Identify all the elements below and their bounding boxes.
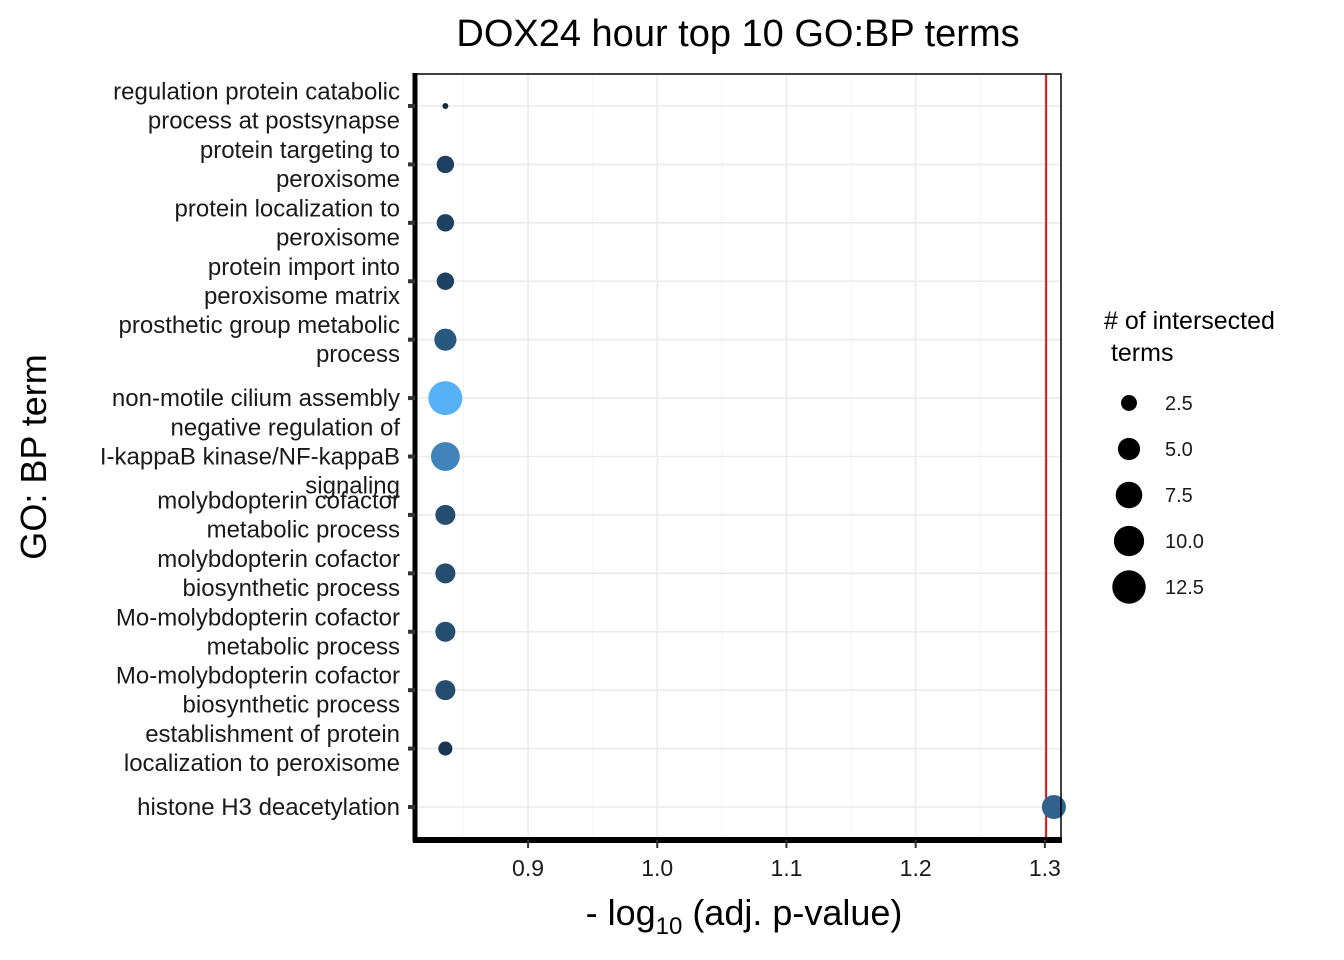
legend-title-line-1: # of intersected (1104, 307, 1275, 335)
y-tick-label-line: molybdopterin cofactor (157, 487, 400, 514)
data-point (436, 272, 455, 290)
y-tick-label-line: peroxisome (276, 166, 400, 193)
y-tick-label: protein targeting to peroxisome (200, 137, 400, 193)
y-tick-label-line: process (316, 341, 400, 368)
data-point (430, 442, 460, 471)
y-axis-title: GO: BP term (13, 354, 54, 559)
legend-items: 2.5 5.0 7.5 10.0 12.5 (1112, 393, 1204, 604)
data-points (428, 103, 1066, 820)
legend-size-label: 7.5 (1165, 485, 1193, 507)
legend-size-key (1115, 481, 1143, 509)
legend-title-line-2: terms (1104, 339, 1173, 367)
x-axis-title: - log10 (adj. p-value) (586, 892, 903, 940)
y-tick-label-line: peroxisome (276, 224, 400, 251)
chart-title: DOX24 hour top 10 GO:BP terms (456, 13, 1019, 55)
x-axis-title-suffix: (adj. p-value) (682, 892, 902, 933)
data-point (442, 103, 449, 109)
y-tick-label-line: metabolic process (207, 633, 400, 660)
y-tick-label-line: negative regulation of (171, 415, 401, 442)
y-tick-label-line: protein localization to (175, 195, 400, 222)
y-tick-label: molybdopterin cofactor metabolic process (157, 487, 400, 543)
x-axis-title-subscript: 10 (656, 913, 683, 940)
y-tick-label-line: metabolic process (207, 516, 400, 543)
y-tick-label-line: Mo-molybdopterin cofactor (116, 663, 400, 690)
y-tick-label: regulation protein catabolic process at p… (113, 79, 400, 135)
x-tick-label: 1.0 (641, 855, 673, 881)
y-tick-label-line: I-kappaB kinase/NF-kappaB (100, 444, 400, 471)
legend-size-key (1117, 437, 1141, 461)
data-point (435, 621, 456, 642)
y-tick-label-line: establishment of protein (145, 721, 400, 748)
y-tick-label: protein import into peroxisome matrix (204, 254, 400, 310)
y-tick-label-line: localization to peroxisome (124, 750, 400, 777)
y-tick-label: negative regulation of I-kappaB kinase/NF… (100, 415, 400, 500)
x-axis-title-prefix: - log (586, 892, 656, 933)
y-tick-label-line: molybdopterin cofactor (157, 546, 400, 573)
y-tick-label-line: peroxisome matrix (204, 283, 400, 310)
y-tick-label: establishment of protein localization to … (124, 721, 400, 777)
data-point (436, 155, 455, 174)
y-tick-label: Mo-molybdopterin cofactor metabolic proce… (116, 604, 400, 660)
x-tick-label: 1.3 (1029, 855, 1061, 881)
y-tick-label: molybdopterin cofactor biosynthetic proce… (157, 546, 400, 602)
data-point (435, 563, 456, 584)
data-point (435, 504, 456, 525)
y-tick-label-line: prosthetic group metabolic (119, 312, 400, 339)
legend-size-label: 5.0 (1165, 439, 1193, 461)
legend-size-label: 2.5 (1165, 393, 1193, 415)
y-tick-label: Mo-molybdopterin cofactor biosynthetic pr… (116, 663, 400, 719)
y-tick-label-line: regulation protein catabolic (113, 79, 400, 106)
y-tick-label-line: histone H3 deacetylation (137, 794, 400, 821)
legend-size-key (1112, 570, 1146, 604)
legend-title: # of intersected terms (1104, 307, 1282, 367)
y-tick-label-line: Mo-molybdopterin cofactor (116, 604, 400, 631)
legend-size-label: 12.5 (1165, 577, 1204, 599)
y-tick-label-line: protein import into (208, 254, 400, 281)
y-tick-label-line: process at postsynapse (148, 108, 400, 135)
data-point (435, 680, 456, 701)
legend-size-key (1121, 395, 1137, 411)
data-point (428, 381, 463, 416)
data-point (434, 328, 457, 351)
y-tick-label-line: biosynthetic process (183, 575, 400, 602)
y-tick-label-line: non-motile cilium assembly (112, 385, 400, 412)
y-tick-label: protein localization to peroxisome (175, 195, 400, 251)
data-point (436, 214, 455, 232)
x-axis-ticks: 0.9 1.0 1.1 1.2 1.3 (512, 840, 1061, 881)
y-tick-label-line: signaling (305, 473, 400, 500)
size-legend: # of intersected terms 2.5 5.0 7.5 10.0 12.5 (1104, 307, 1282, 604)
x-tick-label: 1.1 (770, 855, 802, 881)
y-axis-ticks: regulation protein catabolic process at p… (100, 79, 415, 821)
legend-size-label: 10.0 (1165, 531, 1204, 553)
data-point (438, 741, 453, 756)
major-gridlines (415, 74, 1061, 840)
x-tick-label: 1.2 (900, 855, 932, 881)
y-tick-label-line: protein targeting to (200, 137, 400, 164)
y-tick-label: prosthetic group metabolic process (119, 312, 400, 368)
legend-size-key (1113, 525, 1145, 557)
y-tick-label-line: biosynthetic process (183, 692, 400, 719)
y-tick-label: histone H3 deacetylation (137, 794, 400, 821)
y-tick-label: non-motile cilium assembly (112, 385, 400, 412)
data-point (1041, 794, 1066, 820)
x-tick-label: 0.9 (512, 855, 544, 881)
